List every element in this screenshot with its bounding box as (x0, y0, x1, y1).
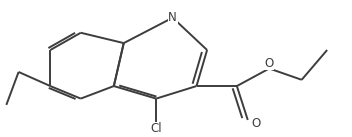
Text: N: N (168, 11, 177, 24)
Text: O: O (252, 117, 261, 130)
Text: O: O (265, 57, 274, 70)
Text: Cl: Cl (150, 122, 162, 135)
